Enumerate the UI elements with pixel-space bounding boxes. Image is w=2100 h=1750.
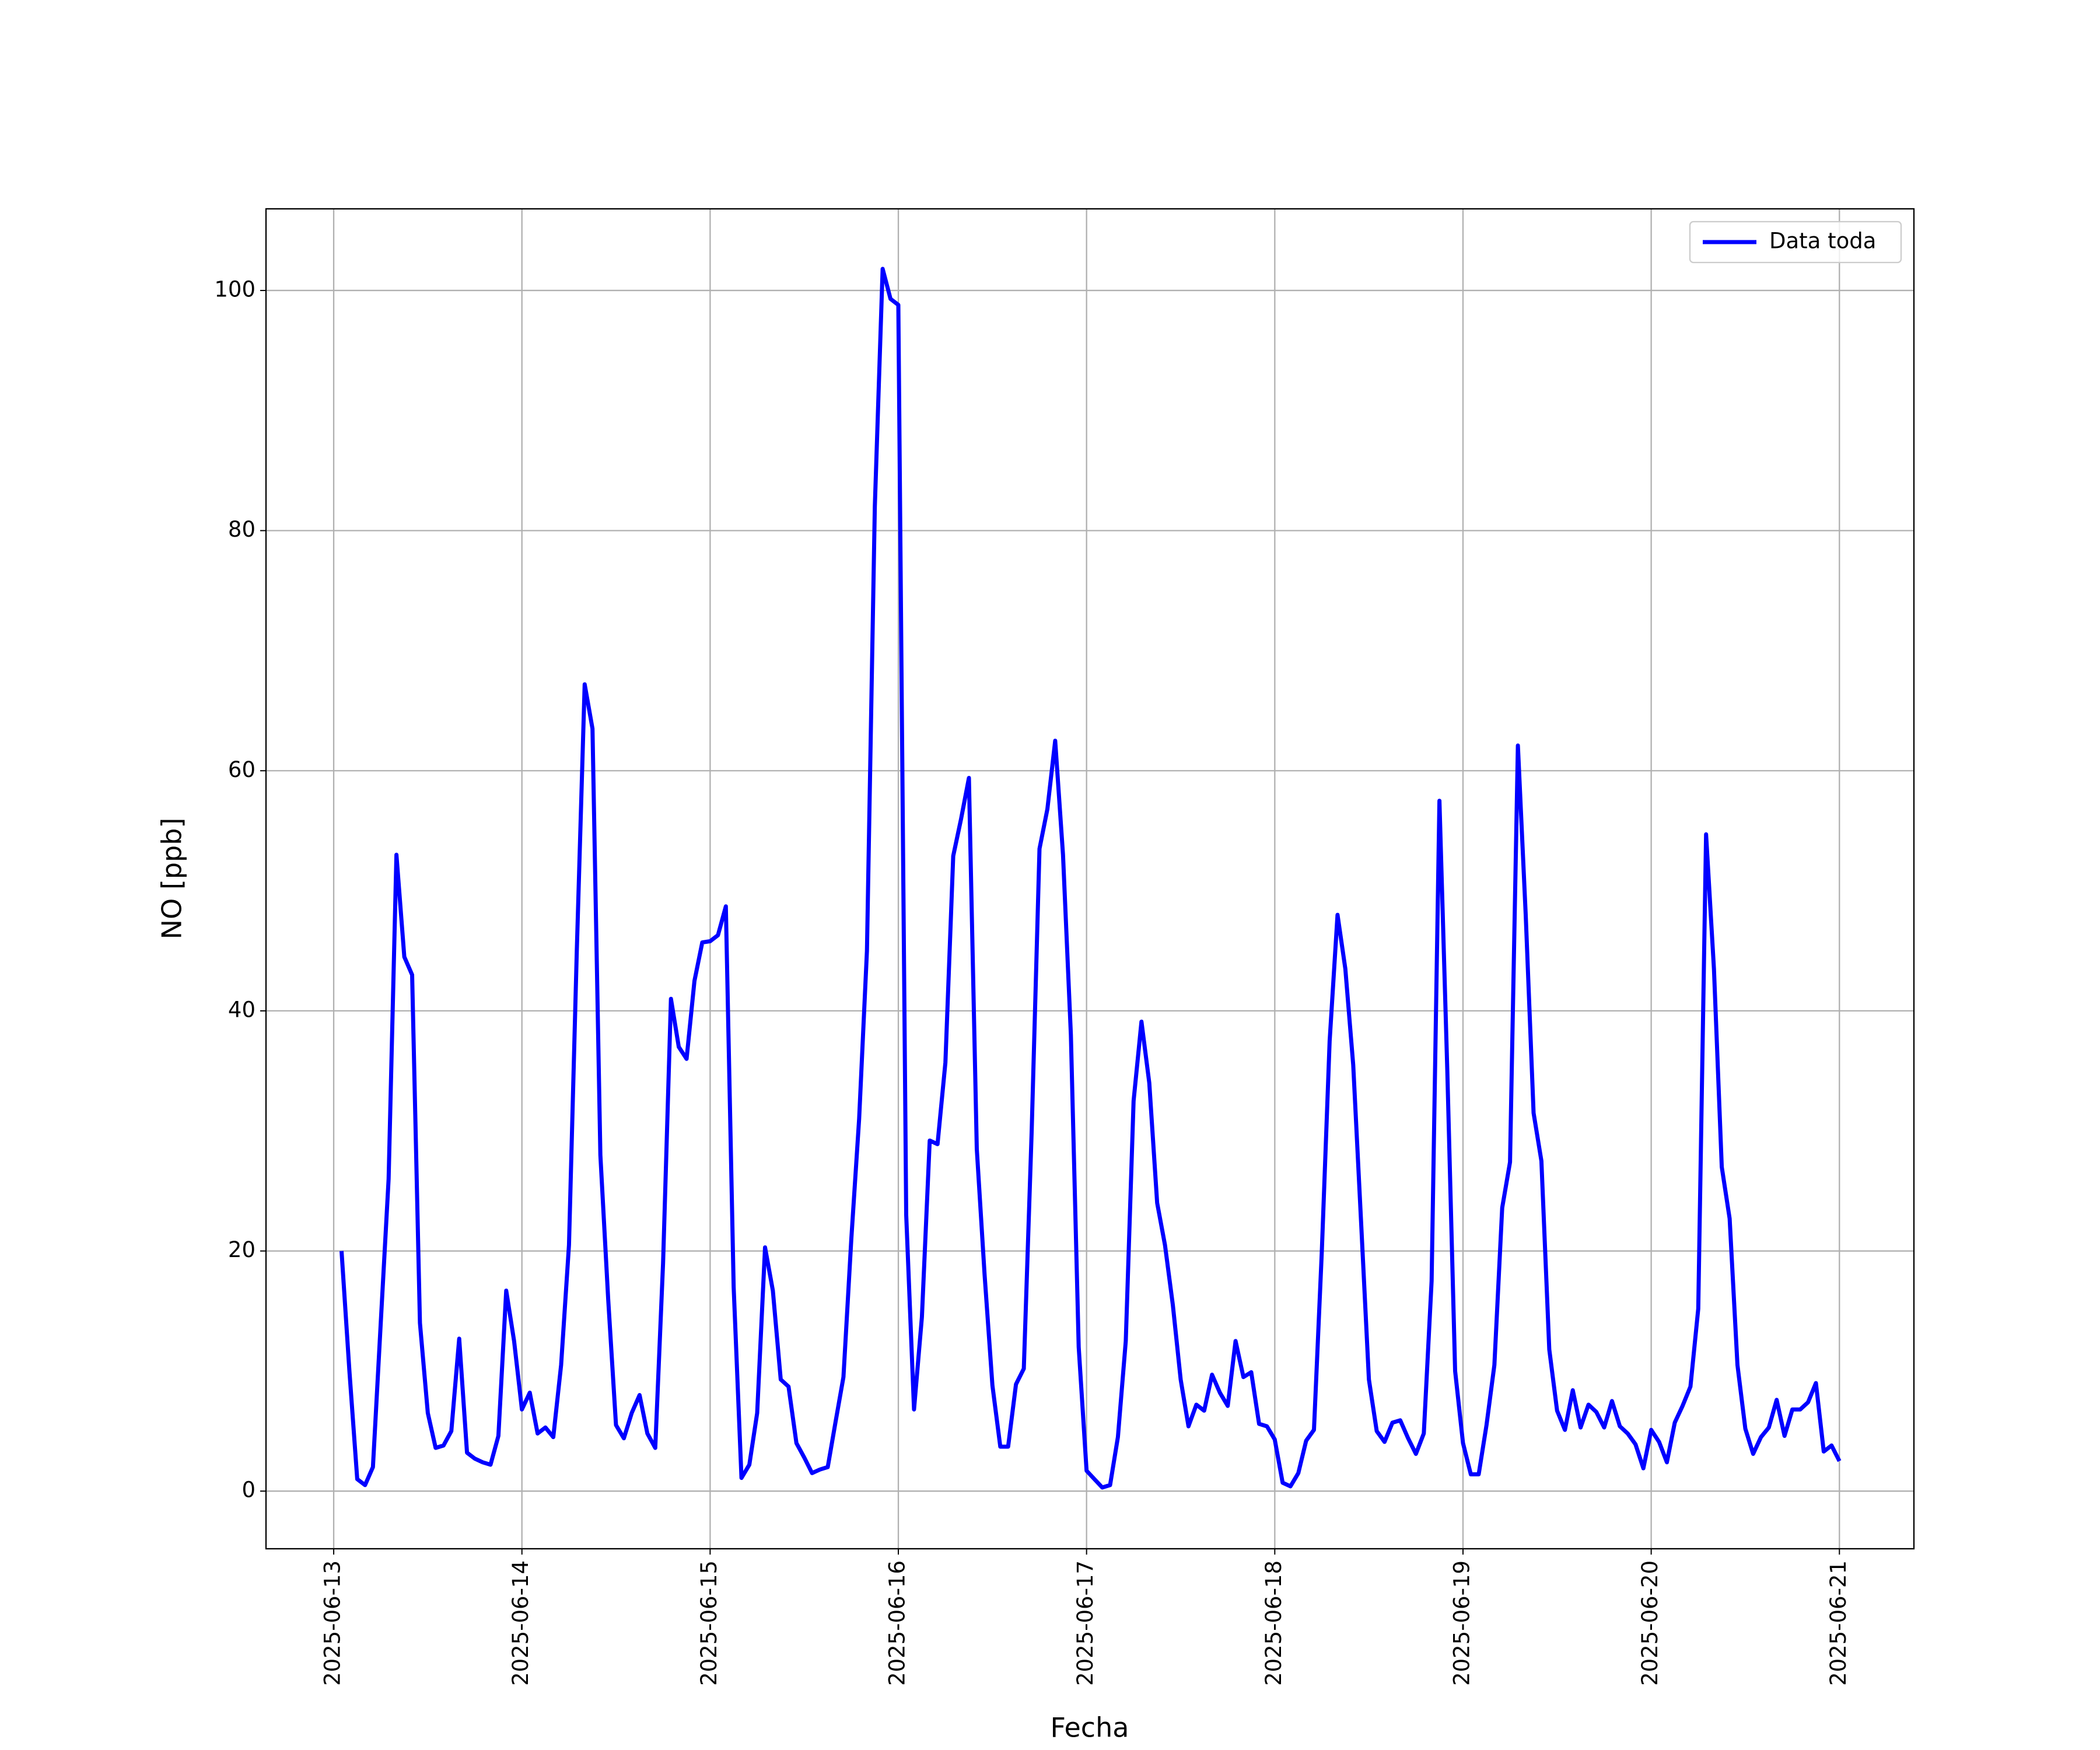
legend-label: Data toda (1769, 229, 1876, 254)
y-tick-label: 20 (228, 1237, 256, 1262)
grid-layer (266, 209, 1914, 1549)
y-tick-label: 0 (242, 1478, 256, 1503)
y-tick-label: 80 (228, 517, 256, 542)
plot-frame (265, 208, 1915, 1550)
x-axis-label: Fecha (1051, 1712, 1129, 1744)
x-tick-label: 2025-06-21 (1826, 1560, 1851, 1686)
x-tick-label: 2025-06-19 (1449, 1560, 1474, 1686)
x-tick-label: 2025-06-18 (1261, 1560, 1286, 1686)
legend: Data toda (1689, 220, 1902, 264)
x-tick-label: 2025-06-13 (320, 1560, 345, 1686)
axes-layer: 0 20 40 60 80 100 2025-06-13 2025-06-14 2025-06-… (214, 276, 1850, 1686)
x-tick-label: 2025-06-17 (1073, 1560, 1098, 1686)
x-tick-label: 2025-06-16 (885, 1560, 910, 1686)
y-axis-label: NO [ppb] (156, 818, 188, 940)
y-tick-label: 60 (228, 757, 256, 782)
line-layer (340, 267, 1842, 1490)
x-tick-label: 2025-06-14 (508, 1560, 533, 1686)
x-tick-label: 2025-06-15 (696, 1560, 722, 1686)
y-tick-label: 100 (214, 276, 256, 302)
y-tick-label: 40 (228, 997, 256, 1022)
x-tick-label: 2025-06-20 (1637, 1560, 1662, 1686)
data-line (340, 267, 1842, 1490)
legend-box (1689, 220, 1902, 264)
